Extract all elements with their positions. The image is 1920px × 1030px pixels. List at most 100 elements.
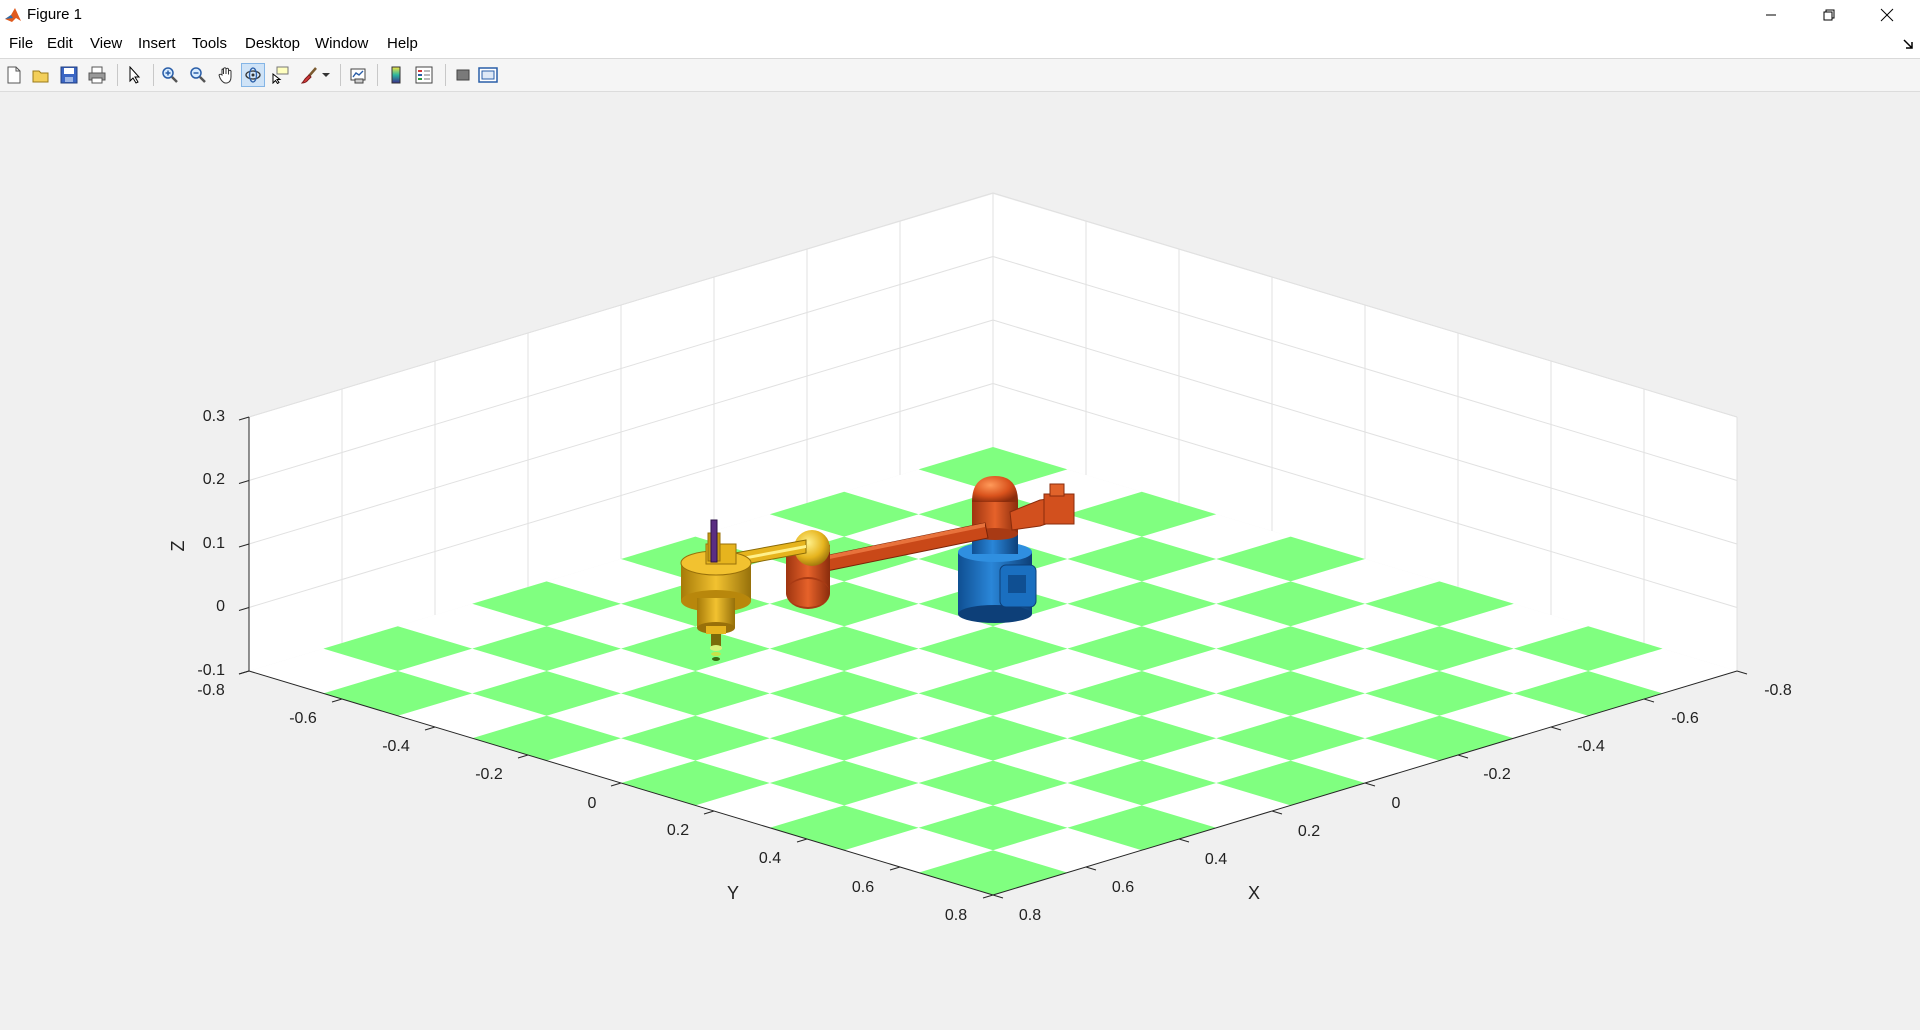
- show-plot-tools-icon: [478, 67, 498, 83]
- open-file-button[interactable]: [29, 63, 53, 87]
- floor-tile: [918, 805, 1068, 851]
- floor-tile: [1216, 581, 1365, 627]
- y-tick-mark: [238, 670, 250, 675]
- x-tick-mark: [1178, 838, 1190, 843]
- insert-legend-icon: [415, 66, 433, 84]
- minimize-button[interactable]: [1742, 0, 1800, 30]
- toolbar-separator: [377, 64, 378, 86]
- x-tick-label: -0.2: [1483, 766, 1511, 783]
- print-button[interactable]: [85, 63, 109, 87]
- brush-icon: [301, 67, 317, 84]
- zoom-out-button[interactable]: [186, 63, 210, 87]
- show-plot-tools-button[interactable]: [476, 63, 500, 87]
- grid-line: [992, 192, 1738, 418]
- menu-window[interactable]: Window: [315, 35, 369, 52]
- y-tick-label: 0.4: [759, 850, 781, 867]
- gripper-tip: [710, 634, 722, 661]
- floor-tile: [472, 626, 621, 671]
- window-title-bar: Figure 1: [0, 0, 1920, 30]
- insert-legend-button[interactable]: [412, 63, 436, 87]
- edit-plot-button[interactable]: [123, 63, 147, 87]
- tool-shaft: [710, 519, 718, 563]
- menu-tools[interactable]: Tools: [192, 35, 228, 52]
- axes-3d[interactable]: 0.3 0.2 0.1 0 -0.1 Z -0.8 -0.6 -0.4 -0.2…: [0, 92, 1920, 1030]
- grid-line: [248, 256, 994, 481]
- y-tick-label: -0.6: [289, 710, 317, 727]
- pan-button[interactable]: [214, 63, 238, 87]
- matlab-logo-icon: [4, 6, 22, 24]
- x-tick-label: -0.8: [1764, 682, 1792, 699]
- floor-tile: [918, 760, 1068, 806]
- brush-dropdown[interactable]: [319, 63, 333, 87]
- z-tick-label: 0: [216, 598, 225, 615]
- floor-tile: [472, 671, 621, 716]
- hide-plot-tools-button[interactable]: [451, 63, 475, 87]
- y-tick-mark: [703, 810, 715, 815]
- menu-insert[interactable]: Insert: [138, 35, 176, 52]
- toolbar-separator: [340, 64, 341, 86]
- y-tick-label: 0.2: [667, 822, 689, 839]
- z-tick-mark: [238, 543, 250, 548]
- y-tick-mark: [610, 782, 622, 787]
- floor-tile: [1067, 581, 1217, 627]
- save-icon: [60, 66, 78, 84]
- x-tick-mark: [1364, 782, 1376, 787]
- window-title: Figure 1: [27, 6, 83, 23]
- x-tick-mark: [1643, 698, 1655, 703]
- x-tick-label: -0.4: [1577, 738, 1605, 755]
- floor-tile: [769, 626, 919, 671]
- zoom-in-button[interactable]: [158, 63, 182, 87]
- y-tick-mark: [796, 838, 808, 843]
- floor-tile: [1216, 760, 1365, 806]
- floor-tile: [621, 671, 770, 716]
- grid-line: [248, 383, 994, 608]
- x-tick-label: 0.8: [1019, 907, 1041, 924]
- edit-plot-arrow-icon: [129, 66, 141, 84]
- grid-line: [992, 256, 1738, 481]
- y-tick-mark: [331, 698, 343, 703]
- x-tick-mark: [1736, 670, 1748, 675]
- new-figure-icon: [7, 66, 21, 84]
- restore-button[interactable]: [1800, 0, 1858, 30]
- z-tick-mark: [238, 416, 250, 421]
- save-button[interactable]: [57, 63, 81, 87]
- insert-colorbar-button[interactable]: [384, 63, 408, 87]
- data-cursor-button[interactable]: [268, 63, 292, 87]
- chevron-down-icon: [322, 73, 330, 77]
- floor-tile: [1216, 715, 1365, 761]
- x-tick-mark: [992, 894, 1004, 899]
- zoom-in-icon: [162, 67, 178, 83]
- rotate-3d-button[interactable]: [241, 63, 265, 87]
- robot-end-effector: [680, 532, 752, 634]
- floor-tile: [769, 671, 919, 716]
- close-button[interactable]: [1858, 0, 1916, 30]
- dock-arrow-icon[interactable]: [1902, 38, 1914, 50]
- floor-tile: [769, 491, 919, 537]
- menu-view[interactable]: View: [90, 35, 123, 52]
- menu-edit[interactable]: Edit: [47, 35, 73, 52]
- floor-tile: [769, 760, 919, 806]
- x-tick-mark: [1550, 726, 1562, 731]
- link-plot-button[interactable]: [346, 63, 370, 87]
- floor-tile: [1067, 760, 1217, 806]
- menu-file[interactable]: File: [9, 35, 34, 52]
- y-tick-label: -0.8: [197, 682, 225, 699]
- y-tick-mark: [424, 726, 436, 731]
- z-tick-mark: [238, 480, 250, 484]
- hide-plot-tools-icon: [456, 69, 470, 81]
- new-figure-button[interactable]: [2, 63, 26, 87]
- x-tick-label: 0.4: [1205, 851, 1227, 868]
- insert-colorbar-icon: [391, 66, 401, 84]
- z-tick-label: 0.2: [203, 471, 225, 488]
- x-axis-label: X: [1248, 883, 1260, 903]
- floor-tile: [1067, 715, 1217, 761]
- floor-tile: [1365, 626, 1514, 671]
- menu-help[interactable]: Help: [387, 35, 418, 52]
- x-tick-label: 0.6: [1112, 879, 1134, 896]
- y-tick-label: -0.4: [382, 738, 410, 755]
- floor-tile: [769, 715, 919, 761]
- menu-desktop[interactable]: Desktop: [245, 35, 301, 52]
- figure-canvas[interactable]: 0.3 0.2 0.1 0 -0.1 Z -0.8 -0.6 -0.4 -0.2…: [0, 92, 1920, 1030]
- y-tick-label: 0.8: [945, 907, 967, 924]
- brush-button[interactable]: [298, 63, 322, 87]
